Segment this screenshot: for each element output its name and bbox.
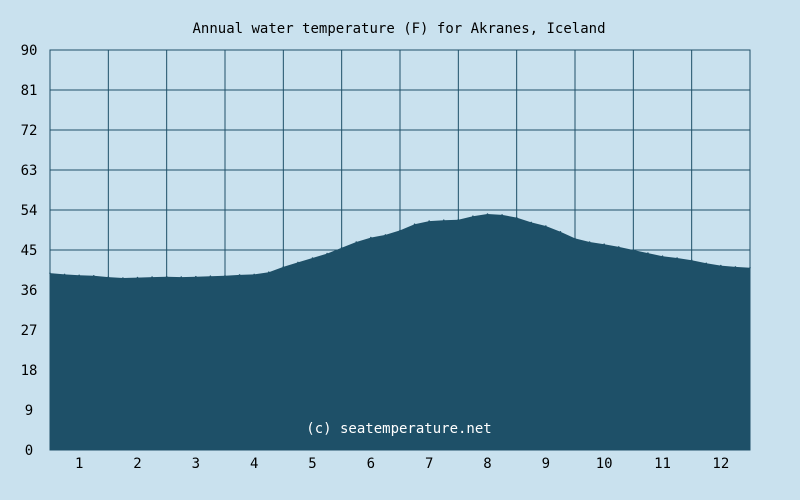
y-tick-label: 27 [21, 323, 38, 339]
data-point [326, 252, 328, 255]
data-point [370, 236, 372, 239]
data-point [253, 273, 255, 276]
data-point [355, 241, 358, 243]
data-point [559, 230, 562, 233]
data-point [501, 214, 503, 216]
plot-frame [49, 49, 751, 451]
data-point [647, 252, 649, 254]
y-tick-label: 63 [21, 163, 38, 179]
watermark-text: (c) seatemperature.net [306, 421, 491, 437]
data-point [136, 276, 139, 279]
x-tick-label: 8 [483, 456, 491, 472]
x-tick-label: 4 [250, 456, 258, 472]
data-point [413, 223, 416, 226]
data-point [195, 275, 197, 278]
x-tick-label: 7 [425, 456, 433, 472]
plot-area [49, 49, 751, 451]
y-tick-label: 81 [21, 83, 38, 99]
y-tick-label: 54 [21, 203, 38, 219]
x-tick-label: 5 [308, 456, 316, 472]
data-point [486, 213, 489, 215]
data-point [442, 219, 445, 222]
data-point [530, 221, 533, 224]
data-point [63, 273, 66, 276]
chart-title: Annual water temperature (F) for Akranes… [192, 21, 605, 37]
y-tick-label: 45 [21, 243, 38, 259]
data-point [180, 276, 183, 278]
data-point [545, 225, 547, 227]
data-point [209, 275, 212, 278]
data-point [92, 274, 95, 277]
data-point [384, 234, 387, 236]
data-point [472, 215, 474, 218]
data-point [78, 274, 80, 277]
x-tick-label: 12 [712, 456, 729, 472]
data-point [588, 241, 591, 243]
data-point [617, 246, 620, 248]
y-tick-label: 18 [21, 363, 38, 379]
y-tick-label: 90 [21, 43, 38, 59]
x-tick-label: 10 [596, 456, 613, 472]
data-point [122, 277, 124, 279]
data-point [238, 274, 241, 276]
y-tick-label: 0 [25, 443, 33, 459]
data-point [267, 271, 270, 274]
data-point [705, 262, 708, 265]
y-tick-label: 72 [21, 123, 38, 139]
y-tick-label: 9 [25, 403, 33, 419]
data-point [676, 257, 678, 259]
x-tick-label: 9 [542, 456, 550, 472]
data-point [151, 276, 153, 278]
x-tick-label: 2 [133, 456, 141, 472]
data-point [428, 220, 430, 222]
data-point [311, 257, 314, 259]
data-point [297, 261, 299, 264]
y-axis: 0 9 18 27 36 45 54 63 72 81 90 [21, 43, 38, 459]
data-point [734, 266, 737, 268]
x-tick-label: 11 [654, 456, 671, 472]
x-axis: 1 2 3 4 5 6 7 8 9 10 11 12 [75, 456, 729, 472]
data-point [720, 264, 722, 267]
x-tick-label: 1 [75, 456, 83, 472]
y-tick-label: 36 [21, 283, 38, 299]
x-tick-label: 3 [192, 456, 200, 472]
data-point [603, 243, 605, 246]
data-point [661, 255, 664, 258]
x-tick-label: 6 [367, 456, 375, 472]
